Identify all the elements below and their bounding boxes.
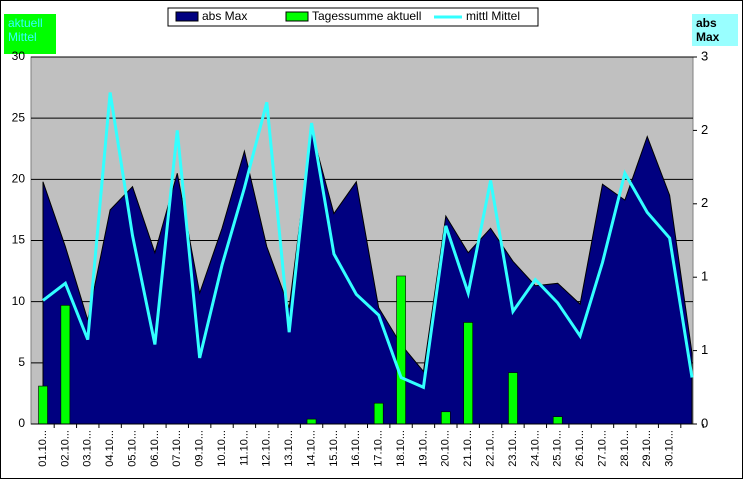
y2-tick-label: 1 [701, 269, 708, 284]
y-tick-label: 5 [18, 355, 25, 369]
bar [552, 416, 563, 425]
bar [306, 418, 317, 425]
x-tick-label: 05.10... [126, 430, 138, 467]
legend-label: abs Max [202, 9, 247, 23]
bar [396, 275, 406, 425]
bar [38, 385, 48, 425]
x-tick-label: 17.10... [373, 430, 385, 467]
y-tick-label: 30 [12, 49, 26, 63]
x-tick-label: 16.10... [350, 430, 362, 467]
x-tick-label: 19.10... [417, 430, 429, 467]
x-tick-label: 02.10... [59, 430, 71, 467]
x-tick-label: 01.10... [37, 430, 49, 467]
x-tick-label: 29.10... [641, 430, 653, 467]
area [42, 130, 693, 425]
x-tick-label: 04.10... [104, 430, 116, 467]
y2-tick-label: 2 [701, 195, 708, 210]
bar [60, 305, 71, 425]
bar [441, 411, 451, 425]
x-tick-label: 11.10... [238, 430, 250, 466]
x-tick-label: 21.10... [462, 430, 474, 467]
y-tick-label: 20 [12, 172, 26, 186]
x-tick-label: 28.10... [619, 430, 631, 467]
x-tick-label: 25.10... [552, 430, 564, 467]
x-tick-label: 14.10... [305, 430, 317, 467]
y-tick-label: 15 [12, 233, 26, 247]
left-box-line: Mittel [8, 30, 37, 44]
x-tick-label: 15.10... [328, 430, 340, 467]
left-box [4, 14, 56, 54]
right-box-line: Max [696, 30, 720, 44]
y-tick-label: 0 [18, 416, 25, 430]
x-tick-label: 07.10... [171, 430, 183, 467]
x-tick-label: 13.10... [283, 430, 295, 467]
right-box [692, 14, 738, 46]
y-tick-label: 10 [12, 294, 26, 308]
y2-tick-label: 1 [701, 342, 708, 357]
x-tick-label: 06.10... [149, 430, 161, 467]
left-box-line: aktuell [8, 16, 43, 30]
y2-tick-label: 3 [701, 48, 708, 63]
bar [463, 322, 474, 425]
x-tick-label: 10.10... [216, 430, 228, 467]
legend-label: Tagessumme aktuell [312, 9, 421, 23]
x-tick-label: 03.10... [82, 430, 94, 467]
legend-swatch [175, 11, 199, 22]
legend [167, 7, 539, 27]
legend-label: mittl Mittel [466, 9, 520, 23]
x-tick-label: 24.10... [529, 430, 541, 467]
x-tick-label: 22.10... [484, 430, 496, 467]
y2-tick-label: 0 [701, 415, 708, 430]
y-tick-label: 25 [12, 110, 26, 124]
x-tick-label: 18.10... [395, 430, 407, 467]
legend-swatch [285, 11, 309, 22]
x-tick-label: 20.10... [440, 430, 452, 467]
y2-tick-label: 2 [701, 122, 708, 137]
x-tick-label: 27.10... [596, 430, 608, 467]
line [42, 92, 694, 390]
bar [373, 402, 384, 425]
x-tick-label: 09.10... [194, 430, 206, 467]
x-tick-label: 23.10... [507, 430, 519, 467]
x-tick-label: 30.10... [664, 430, 676, 467]
x-tick-label: 12.10... [261, 430, 273, 467]
bar [508, 372, 518, 425]
right-box-line: abs [696, 16, 717, 30]
x-tick-label: 26.10... [574, 430, 586, 467]
